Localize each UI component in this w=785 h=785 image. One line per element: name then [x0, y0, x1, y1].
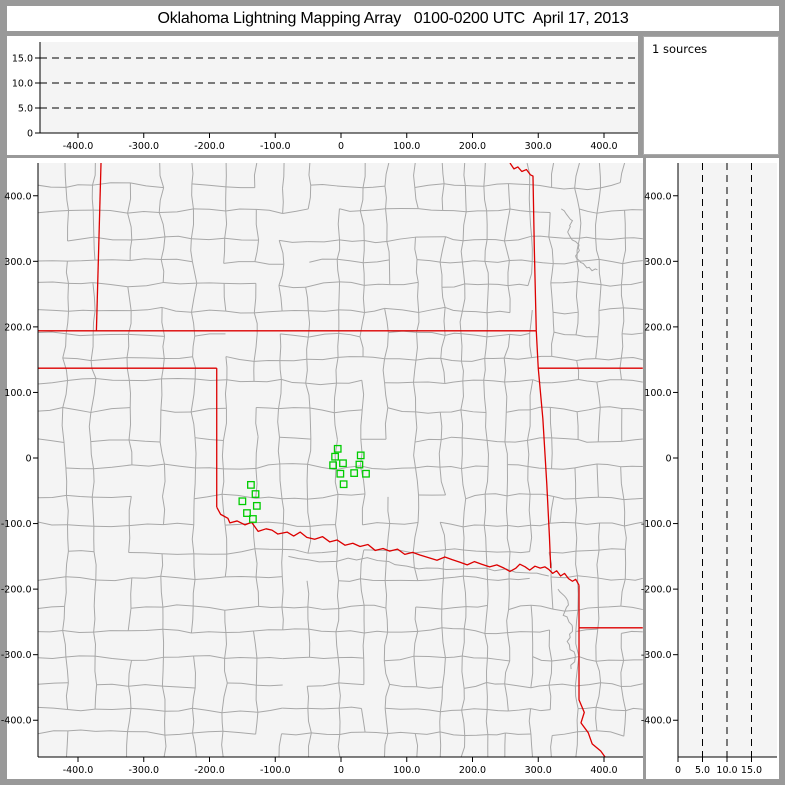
plot-background [40, 42, 638, 133]
co-ks-border [95, 163, 102, 331]
tick-label: 200.0 [459, 765, 486, 776]
lightning-source-marker [243, 509, 251, 517]
red-river-ok-tx-border [216, 506, 580, 586]
tick-label: -400.0 [1, 716, 32, 727]
panel-ns-altitude: 400.0 300.0 200.0 100.0 0 -100.0 -200.0 -300.0 -… [641, 158, 779, 779]
tick-label: 300.0 [525, 141, 552, 152]
tick-label: 200.0 [4, 322, 31, 333]
panel-plan-view: 400.0 300.0 200.0 100.0 0 -100.0 -200.0 -300.0 -… [1, 158, 643, 779]
lightning-source-marker [331, 452, 339, 461]
tick-label: 100.0 [4, 388, 31, 399]
ew-altitude-plot: 0 5.0 10.0 15.0 -400.0 -300.0 -200.0 -100.0 0 100… [12, 42, 638, 152]
title-bar: Oklahoma Lightning Mapping Array 0100-02… [7, 6, 779, 31]
county-boundaries [38, 163, 643, 757]
lightning-source-marker [329, 461, 338, 470]
river [557, 588, 576, 670]
tick-label: 0 [27, 129, 33, 140]
tick-label: 100.0 [644, 388, 671, 399]
tick-label: -300.0 [1, 650, 32, 661]
tick-label: 400.0 [644, 191, 671, 202]
lightning-source-marker [251, 490, 260, 498]
tick-label: -400.0 [641, 716, 672, 727]
tick-label: 300.0 [4, 257, 31, 268]
map-layers [38, 163, 643, 757]
tick-label: -400.0 [63, 141, 94, 152]
lightning-source-marker [356, 451, 365, 460]
tick-label: -400.0 [63, 765, 94, 776]
tick-label: 300.0 [525, 765, 552, 776]
tick-label: -100.0 [260, 141, 291, 152]
river [288, 555, 549, 577]
page-title: Oklahoma Lightning Mapping Array 0100-02… [157, 9, 629, 27]
lightning-source-marker [248, 515, 257, 523]
lightning-source-marker [339, 459, 347, 468]
tick-label: -100.0 [260, 765, 291, 776]
ks-mo-border [509, 163, 537, 331]
tick-label: -100.0 [1, 519, 32, 530]
tick-label: -200.0 [194, 765, 225, 776]
lightning-source-marker [238, 497, 247, 506]
tick-label: 5.0 [695, 765, 710, 776]
tick-label: -300.0 [641, 650, 672, 661]
ns-altitude-plot: 400.0 300.0 200.0 100.0 0 -100.0 -200.0 -300.0 -… [641, 163, 777, 776]
tick-label: 100.0 [393, 765, 420, 776]
sources-panel: 1 sources [643, 36, 779, 155]
tick-label: 15.0 [741, 765, 762, 776]
tick-label: -200.0 [641, 585, 672, 596]
lightning-source-marker [336, 469, 345, 478]
tick-label: 200.0 [459, 141, 486, 152]
lightning-source-marker [355, 460, 364, 469]
tick-label: 200.0 [644, 322, 671, 333]
tick-label: 0 [25, 454, 31, 465]
tick-label: 100.0 [393, 141, 420, 152]
tick-label: 0 [338, 141, 344, 152]
tick-label: 0 [675, 765, 681, 776]
tick-label: -300.0 [128, 141, 159, 152]
tick-label: 5.0 [18, 104, 33, 115]
river [560, 208, 598, 272]
lightning-source-marker [333, 444, 342, 453]
tick-label: 10.0 [12, 79, 33, 90]
tick-label: 0 [338, 765, 344, 776]
lightning-source-marker [362, 469, 370, 478]
tick-label: 400.0 [590, 765, 617, 776]
tick-label: -100.0 [641, 519, 672, 530]
tick-label: 400.0 [4, 191, 31, 202]
lightning-source-marker [252, 501, 261, 510]
plan-view-plot: 400.0 300.0 200.0 100.0 0 -100.0 -200.0 -300.0 -… [1, 163, 643, 776]
tick-label: 400.0 [590, 141, 617, 152]
tick-label: 15.0 [12, 54, 33, 65]
lightning-source-marker [247, 480, 255, 489]
tx-la-border-sabine [578, 627, 606, 757]
ok-ar-border [535, 330, 552, 569]
tick-label: 300.0 [644, 257, 671, 268]
tick-label: 0 [665, 454, 671, 465]
tick-label: -200.0 [1, 585, 32, 596]
tick-label: -300.0 [128, 765, 159, 776]
panel-ew-altitude: 0 5.0 10.0 15.0 -400.0 -300.0 -200.0 -100.0 0 100… [7, 36, 638, 155]
lightning-source-marker [350, 469, 359, 477]
tick-label: -200.0 [194, 141, 225, 152]
lightning-source-marker [339, 480, 348, 489]
tick-label: 10.0 [716, 765, 737, 776]
sources-count-label: 1 sources [652, 42, 708, 56]
